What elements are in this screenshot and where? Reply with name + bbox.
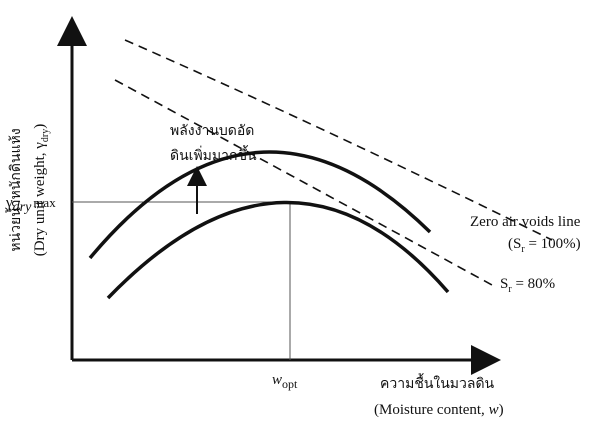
peak-symbol: γ — [5, 195, 13, 211]
zav-sub: r — [521, 244, 525, 255]
x-label-en: (Moisture content, w) — [374, 402, 504, 418]
x-label-var: w — [489, 402, 499, 418]
s80-sub: r — [508, 284, 512, 295]
optimum-label: wopt — [272, 372, 298, 391]
x-label-text: (Moisture content, — [374, 402, 489, 418]
y-label-sub: dry — [40, 129, 51, 142]
high-energy-curve — [88, 150, 432, 260]
zav-line1: Zero air voids line — [470, 214, 581, 230]
s80-prefix: S — [500, 276, 508, 292]
standard-curve — [106, 200, 450, 300]
s80-label: Sr = 80% — [500, 276, 555, 295]
zav-suffix: = 100%) — [525, 236, 581, 252]
x-label-thai: ความชื้นในมวลดิน — [380, 373, 495, 392]
zero-air-voids-line — [124, 39, 553, 241]
x-label-end: ) — [499, 402, 504, 418]
opt-symbol: w — [272, 372, 282, 388]
energy-line1: พลังงานบดอัด — [170, 123, 254, 139]
peak-label: γdry max — [5, 195, 56, 215]
s80-suffix: = 80% — [512, 276, 555, 292]
saturation-80-line — [114, 79, 493, 286]
energy-line2: ดินเพิ่มมากขึ้น — [170, 145, 257, 164]
zav-prefix: (S — [508, 236, 521, 252]
y-label-text: (Dry unit weight, γ — [32, 142, 48, 256]
y-label-end: ) — [32, 124, 48, 129]
peak-sub: dry — [13, 200, 32, 215]
y-label-en: (Dry unit weight, γdry) — [32, 124, 51, 256]
y-label-thai: หน่วยน้ำหนักดินแห้ง — [5, 128, 24, 251]
zav-line2: (Sr = 100%) — [508, 236, 581, 255]
peak-suffix: max — [33, 195, 56, 210]
opt-sub: opt — [282, 377, 298, 391]
